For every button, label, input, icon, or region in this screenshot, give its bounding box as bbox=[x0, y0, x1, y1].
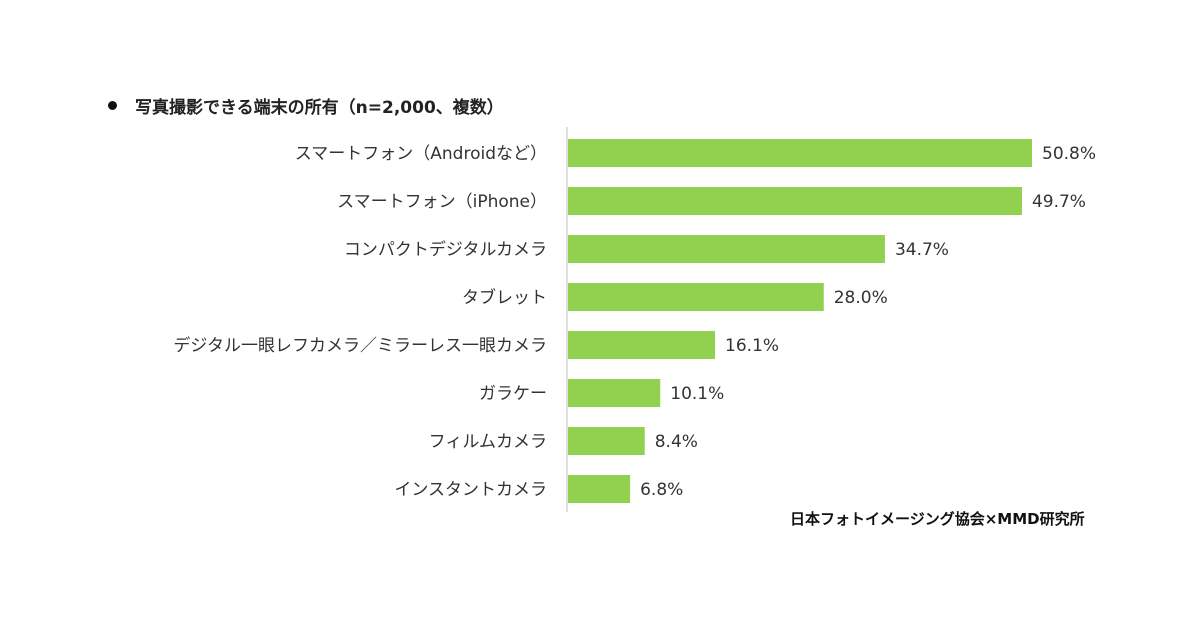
category-label: タブレット bbox=[462, 287, 547, 308]
bar bbox=[568, 187, 1022, 215]
bar bbox=[568, 331, 716, 359]
chart-title: 写真撮影できる端末の所有（n=2,000、複数） bbox=[108, 93, 504, 118]
category-label: デジタル一眼レフカメラ／ミラーレス一眼カメラ bbox=[173, 335, 547, 356]
bar bbox=[568, 139, 1032, 167]
value-label: 28.0% bbox=[834, 288, 888, 308]
bar bbox=[568, 235, 885, 263]
bar bbox=[568, 475, 631, 503]
value-label: 6.8% bbox=[640, 480, 683, 500]
value-label: 34.7% bbox=[895, 240, 949, 260]
category-label: ガラケー bbox=[479, 384, 547, 404]
bar bbox=[568, 283, 824, 311]
value-label: 10.1% bbox=[670, 384, 724, 404]
value-label: 49.7% bbox=[1032, 192, 1086, 212]
category-label: フィルムカメラ bbox=[429, 432, 547, 452]
value-label: 16.1% bbox=[725, 336, 779, 356]
source-label: 日本フォトイメージング協会×MMD研究所 bbox=[790, 510, 1085, 528]
bar bbox=[568, 379, 661, 407]
category-label: インスタントカメラ bbox=[394, 480, 547, 500]
bullet-icon bbox=[108, 101, 117, 110]
category-label: スマートフォン（Androidなど） bbox=[295, 144, 547, 164]
value-label: 8.4% bbox=[655, 432, 698, 452]
category-label: スマートフォン（iPhone） bbox=[337, 192, 547, 212]
category-label: コンパクトデジタルカメラ bbox=[344, 239, 547, 260]
chart-title-text: 写真撮影できる端末の所有（n=2,000、複数） bbox=[135, 98, 504, 118]
bar bbox=[568, 427, 645, 455]
value-label: 50.8% bbox=[1042, 144, 1096, 164]
